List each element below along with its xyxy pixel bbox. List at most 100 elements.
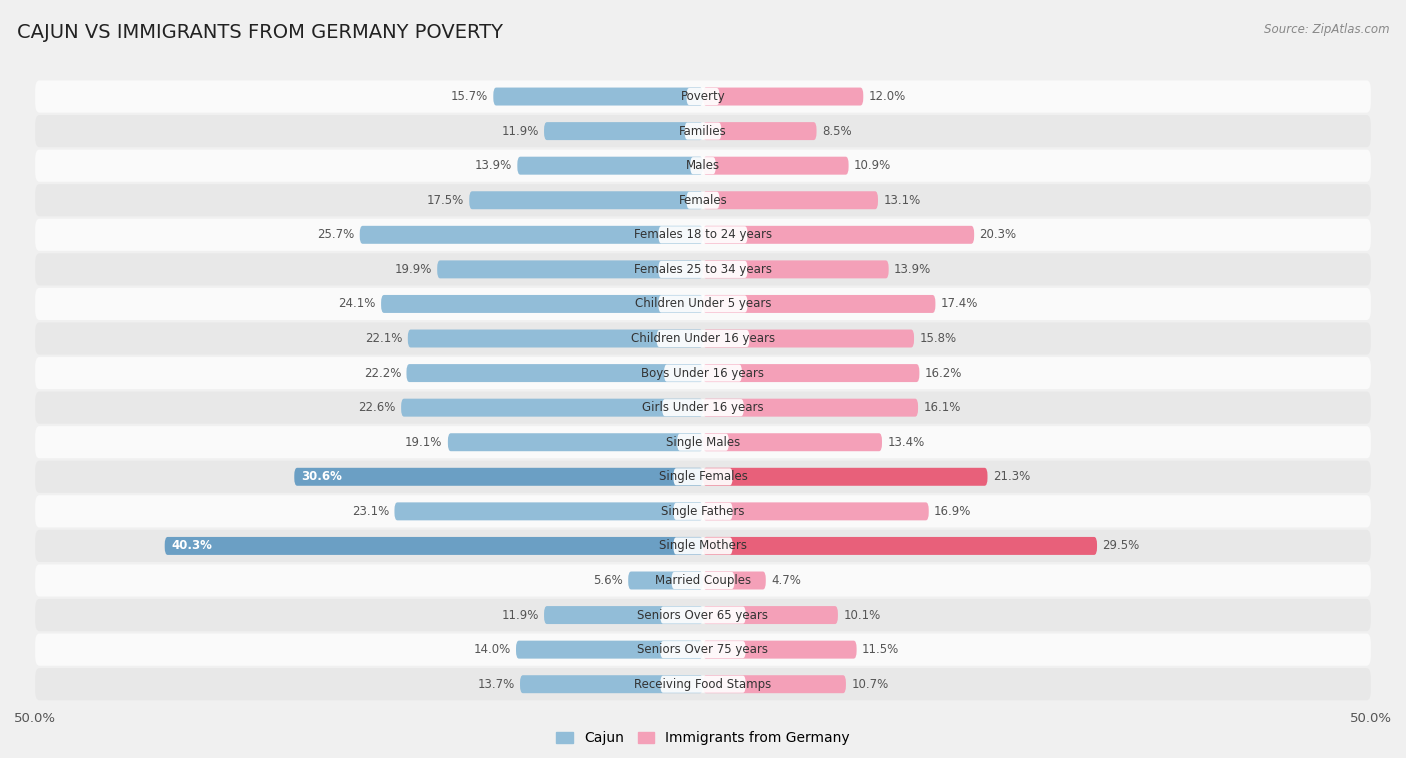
FancyBboxPatch shape — [686, 192, 720, 208]
FancyBboxPatch shape — [703, 606, 838, 624]
FancyBboxPatch shape — [657, 330, 749, 347]
Text: 16.1%: 16.1% — [924, 401, 960, 414]
FancyBboxPatch shape — [672, 572, 734, 589]
Text: Females 25 to 34 years: Females 25 to 34 years — [634, 263, 772, 276]
Text: 22.1%: 22.1% — [366, 332, 402, 345]
FancyBboxPatch shape — [703, 157, 849, 174]
FancyBboxPatch shape — [703, 122, 817, 140]
FancyBboxPatch shape — [703, 641, 856, 659]
Text: Females 18 to 24 years: Females 18 to 24 years — [634, 228, 772, 241]
FancyBboxPatch shape — [35, 219, 1371, 251]
FancyBboxPatch shape — [35, 668, 1371, 700]
FancyBboxPatch shape — [381, 295, 703, 313]
FancyBboxPatch shape — [686, 88, 720, 105]
FancyBboxPatch shape — [673, 503, 733, 520]
FancyBboxPatch shape — [35, 461, 1371, 493]
Text: Married Couples: Married Couples — [655, 574, 751, 587]
Text: Boys Under 16 years: Boys Under 16 years — [641, 367, 765, 380]
Text: Single Males: Single Males — [666, 436, 740, 449]
FancyBboxPatch shape — [544, 122, 703, 140]
Text: Children Under 16 years: Children Under 16 years — [631, 332, 775, 345]
FancyBboxPatch shape — [35, 634, 1371, 666]
Text: 17.5%: 17.5% — [426, 194, 464, 207]
FancyBboxPatch shape — [494, 88, 703, 105]
Text: 22.6%: 22.6% — [359, 401, 395, 414]
FancyBboxPatch shape — [703, 295, 935, 313]
FancyBboxPatch shape — [628, 572, 703, 590]
FancyBboxPatch shape — [35, 426, 1371, 459]
Text: 19.1%: 19.1% — [405, 436, 443, 449]
FancyBboxPatch shape — [703, 468, 987, 486]
Text: Poverty: Poverty — [681, 90, 725, 103]
FancyBboxPatch shape — [703, 399, 918, 417]
FancyBboxPatch shape — [661, 641, 745, 658]
FancyBboxPatch shape — [35, 184, 1371, 216]
Text: 29.5%: 29.5% — [1102, 540, 1140, 553]
Text: Single Mothers: Single Mothers — [659, 540, 747, 553]
FancyBboxPatch shape — [360, 226, 703, 244]
Text: CAJUN VS IMMIGRANTS FROM GERMANY POVERTY: CAJUN VS IMMIGRANTS FROM GERMANY POVERTY — [17, 23, 503, 42]
Text: 25.7%: 25.7% — [318, 228, 354, 241]
FancyBboxPatch shape — [703, 226, 974, 244]
Text: 21.3%: 21.3% — [993, 470, 1031, 484]
FancyBboxPatch shape — [664, 365, 742, 381]
FancyBboxPatch shape — [661, 606, 745, 624]
FancyBboxPatch shape — [395, 503, 703, 520]
Text: 11.9%: 11.9% — [502, 609, 538, 622]
FancyBboxPatch shape — [35, 530, 1371, 562]
Text: 30.6%: 30.6% — [301, 470, 342, 484]
FancyBboxPatch shape — [703, 537, 1097, 555]
Text: 8.5%: 8.5% — [823, 124, 852, 138]
Text: 17.4%: 17.4% — [941, 297, 979, 311]
FancyBboxPatch shape — [685, 123, 721, 139]
Text: 4.7%: 4.7% — [770, 574, 801, 587]
FancyBboxPatch shape — [35, 80, 1371, 113]
Text: 13.7%: 13.7% — [478, 678, 515, 691]
FancyBboxPatch shape — [662, 399, 744, 416]
Text: 15.7%: 15.7% — [451, 90, 488, 103]
Text: Seniors Over 65 years: Seniors Over 65 years — [637, 609, 769, 622]
Text: 5.6%: 5.6% — [593, 574, 623, 587]
Text: 40.3%: 40.3% — [172, 540, 212, 553]
FancyBboxPatch shape — [408, 330, 703, 347]
FancyBboxPatch shape — [703, 330, 914, 347]
FancyBboxPatch shape — [703, 364, 920, 382]
Text: 10.1%: 10.1% — [844, 609, 880, 622]
FancyBboxPatch shape — [678, 434, 728, 451]
Text: 22.2%: 22.2% — [364, 367, 401, 380]
FancyBboxPatch shape — [470, 191, 703, 209]
Text: Females: Females — [679, 194, 727, 207]
Text: Males: Males — [686, 159, 720, 172]
FancyBboxPatch shape — [703, 503, 929, 520]
FancyBboxPatch shape — [703, 434, 882, 451]
Text: Single Females: Single Females — [658, 470, 748, 484]
FancyBboxPatch shape — [517, 157, 703, 174]
Text: Families: Families — [679, 124, 727, 138]
Text: 11.9%: 11.9% — [502, 124, 538, 138]
Text: 14.0%: 14.0% — [474, 643, 510, 656]
Text: Receiving Food Stamps: Receiving Food Stamps — [634, 678, 772, 691]
Text: 15.8%: 15.8% — [920, 332, 956, 345]
FancyBboxPatch shape — [35, 357, 1371, 389]
FancyBboxPatch shape — [703, 88, 863, 105]
FancyBboxPatch shape — [35, 149, 1371, 182]
FancyBboxPatch shape — [437, 261, 703, 278]
FancyBboxPatch shape — [690, 157, 716, 174]
FancyBboxPatch shape — [658, 296, 748, 312]
FancyBboxPatch shape — [35, 495, 1371, 528]
Text: 20.3%: 20.3% — [980, 228, 1017, 241]
FancyBboxPatch shape — [703, 572, 766, 590]
Text: 23.1%: 23.1% — [352, 505, 389, 518]
Text: 12.0%: 12.0% — [869, 90, 905, 103]
FancyBboxPatch shape — [35, 288, 1371, 320]
Text: Children Under 5 years: Children Under 5 years — [634, 297, 772, 311]
FancyBboxPatch shape — [165, 537, 703, 555]
Text: Seniors Over 75 years: Seniors Over 75 years — [637, 643, 769, 656]
Text: 11.5%: 11.5% — [862, 643, 900, 656]
FancyBboxPatch shape — [35, 322, 1371, 355]
Text: 13.9%: 13.9% — [894, 263, 931, 276]
FancyBboxPatch shape — [520, 675, 703, 693]
FancyBboxPatch shape — [35, 115, 1371, 147]
Legend: Cajun, Immigrants from Germany: Cajun, Immigrants from Germany — [555, 731, 851, 745]
Text: Single Fathers: Single Fathers — [661, 505, 745, 518]
